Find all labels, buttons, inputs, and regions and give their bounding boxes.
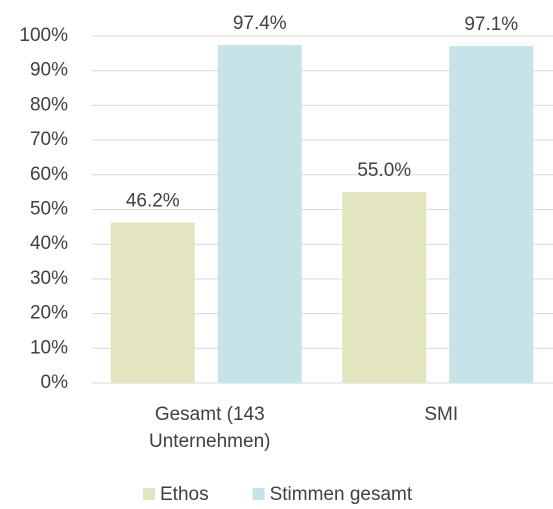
legend-label: Stimmen gesamt (270, 484, 413, 505)
data-label: 46.2% (126, 191, 180, 212)
y-tick-label: 100% (19, 25, 68, 46)
y-tick-label: 90% (30, 60, 68, 81)
bar (342, 192, 427, 383)
data-label: 97.1% (464, 14, 518, 35)
legend-label: Ethos (160, 484, 209, 505)
x-tick-label: SMI (424, 404, 459, 425)
legend-swatch (252, 488, 265, 500)
y-tick-label: 70% (30, 129, 68, 150)
legend-swatch (143, 488, 155, 500)
data-label: 55.0% (357, 160, 411, 181)
data-label: 97.4% (233, 13, 287, 34)
y-tick-label: 30% (30, 268, 68, 289)
y-tick-label: 40% (30, 233, 68, 254)
y-tick-label: 20% (30, 303, 68, 324)
y-tick-label: 50% (30, 199, 68, 220)
x-tick-label: Gesamt (143 Unternehmen) (149, 404, 271, 452)
y-tick-label: 60% (30, 164, 68, 185)
bar (449, 46, 534, 384)
bar (217, 45, 302, 383)
y-tick-label: 10% (30, 337, 68, 358)
y-tick-label: 80% (30, 94, 68, 115)
bar (110, 222, 195, 383)
y-tick-label: 0% (41, 372, 69, 393)
